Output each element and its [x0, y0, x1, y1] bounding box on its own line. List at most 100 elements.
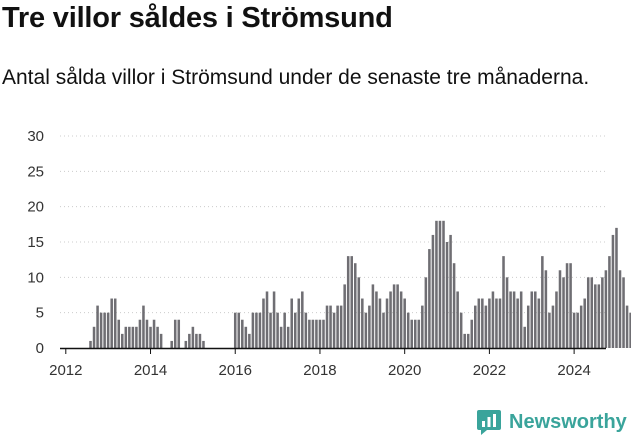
bar [110, 298, 113, 348]
bar [188, 333, 191, 348]
bar [315, 319, 318, 348]
bar [526, 305, 530, 348]
bar [96, 305, 99, 348]
bar [544, 270, 548, 348]
bar [262, 298, 265, 348]
bar [177, 319, 181, 348]
x-tick-label: 2018 [303, 362, 336, 379]
bar [551, 305, 555, 348]
bar [495, 298, 498, 348]
bar [311, 319, 315, 348]
bar [389, 291, 392, 348]
bar [138, 319, 142, 348]
bar [258, 312, 262, 348]
newsworthy-logo: Newsworthy [476, 407, 627, 437]
bar [548, 312, 551, 348]
bar [509, 291, 512, 348]
bar [611, 234, 615, 348]
bar [357, 277, 361, 348]
bar [403, 298, 406, 348]
bar [142, 305, 145, 348]
x-axis-labels: 20122014201620182020202220242026 [49, 362, 591, 379]
bar [269, 312, 272, 348]
bar [481, 298, 484, 348]
bar [113, 298, 117, 348]
bar-series [89, 220, 631, 348]
bar [184, 340, 188, 348]
bar [601, 277, 604, 348]
bar [329, 305, 332, 348]
bar [424, 277, 428, 348]
bar [604, 270, 608, 348]
x-tick-label: 2012 [49, 362, 82, 379]
bar [385, 298, 389, 348]
bar [505, 277, 509, 348]
bar-chart: 0 5 10 15 20 25 30 2012 2014 2016 2018 2020 2022 202… [27, 128, 631, 379]
bar [145, 319, 149, 348]
bar [371, 284, 375, 348]
bar [523, 326, 526, 348]
bar [435, 220, 438, 348]
bar [445, 242, 449, 348]
bar [251, 312, 255, 348]
bar [449, 234, 452, 348]
bar [498, 298, 502, 348]
bar [456, 291, 459, 348]
x-tick-label: 2024 [557, 362, 590, 379]
bar [308, 319, 311, 348]
bar [353, 263, 357, 348]
y-axis-labels: 0 5 10 15 20 25 30 [27, 128, 44, 357]
y-tick-label: 25 [27, 163, 44, 180]
bar [477, 298, 481, 348]
bar [406, 312, 410, 348]
bar [195, 333, 198, 348]
bar [170, 340, 173, 348]
bar [417, 319, 421, 348]
bar [350, 256, 353, 348]
y-tick-label: 30 [27, 128, 44, 145]
bar [421, 305, 424, 348]
bar [255, 312, 258, 348]
bar [491, 291, 495, 348]
bar [470, 319, 474, 348]
bar [301, 291, 304, 348]
bar [198, 333, 202, 348]
x-tick-label: 2014 [134, 362, 167, 379]
newsworthy-brand-name: Newsworthy [509, 410, 627, 433]
bar [121, 333, 124, 348]
bar [576, 312, 579, 348]
bar [364, 312, 368, 348]
bar [442, 220, 445, 348]
bar [276, 312, 279, 348]
bar [558, 270, 562, 348]
x-tick-label: 2022 [473, 362, 506, 379]
bar [322, 319, 325, 348]
bar [474, 305, 477, 348]
bar [233, 312, 237, 348]
bar [438, 220, 442, 348]
bar [459, 312, 463, 348]
bar [272, 291, 276, 348]
bar [361, 298, 364, 348]
bar [318, 319, 322, 348]
bar [325, 305, 329, 348]
bar [534, 291, 537, 348]
bar [502, 256, 505, 348]
bar [431, 234, 435, 348]
y-tick-label: 20 [27, 199, 44, 216]
bar [135, 326, 138, 348]
bar [392, 284, 396, 348]
bar [452, 263, 456, 348]
bar [241, 319, 244, 348]
bar [293, 312, 297, 348]
bar [149, 326, 152, 348]
bar [597, 284, 601, 348]
bar [555, 291, 558, 348]
bar [572, 312, 576, 348]
bar [279, 326, 283, 348]
bar [304, 312, 308, 348]
x-axis [60, 347, 606, 354]
bar [512, 291, 516, 348]
bar [569, 263, 572, 348]
bar [488, 298, 491, 348]
